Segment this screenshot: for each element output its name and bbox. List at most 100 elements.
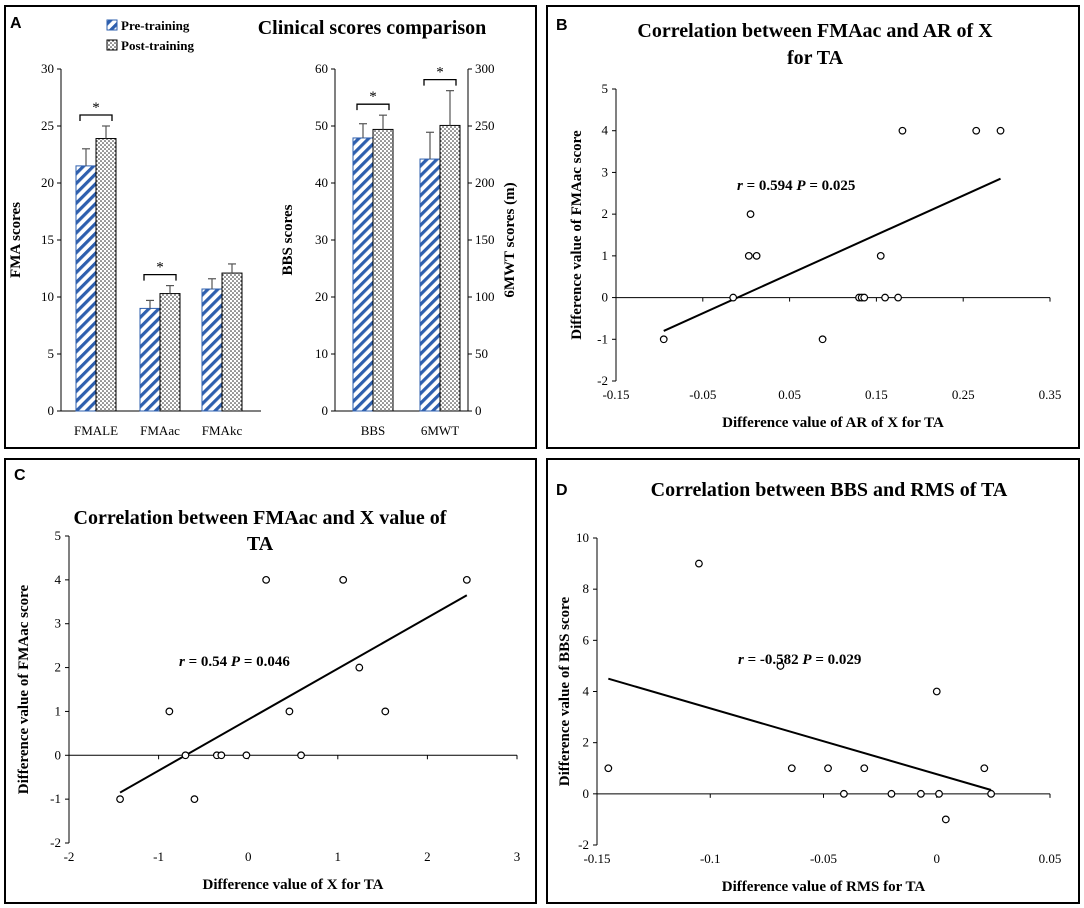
data-point: [818, 335, 827, 344]
significance-bracket: [423, 79, 457, 86]
bar: [95, 138, 117, 412]
panel-a-title: Clinical scores comparison: [258, 17, 487, 39]
x-tick-label: -0.05: [810, 851, 837, 866]
data-point: [860, 764, 869, 773]
y-tick-label: 15: [41, 232, 54, 247]
y-tick-label: 5: [55, 528, 62, 543]
significance-bracket: [143, 273, 177, 281]
y-tick-label: 0: [55, 747, 62, 762]
data-point: [181, 751, 190, 760]
significance-star: *: [369, 89, 377, 105]
x-tick-label: -2: [64, 849, 75, 864]
correlation-stat: r = 0.54 P = 0.046: [179, 654, 290, 670]
data-point: [860, 293, 869, 302]
x-tick-label: 0: [245, 849, 252, 864]
data-point: [355, 663, 364, 672]
bar: [419, 158, 441, 412]
x-axis-title: Difference value of AR of X for TA: [722, 415, 944, 431]
x-tick-label: 0: [934, 851, 941, 866]
panel-c: C Correlation between FMAac and X value o…: [14, 467, 520, 893]
x-tick-label: -0.05: [689, 387, 716, 402]
data-point: [604, 764, 613, 773]
y-axis-title: Difference value of BBS score: [557, 596, 573, 786]
data-point: [972, 126, 981, 135]
y-tick-label: 60: [315, 61, 328, 76]
regression-line: [663, 177, 1001, 332]
x-axis-title: Difference value of X for TA: [203, 877, 384, 893]
y-axis-title: Difference value of FMAac score: [16, 584, 32, 794]
legend-post-swatch: [106, 39, 118, 51]
x-tick-label: 0.05: [1039, 851, 1062, 866]
panel-title: Correlation between FMAac and AR of X: [637, 20, 993, 42]
y2-tick-label: 150: [475, 232, 495, 247]
y2-tick-label: 250: [475, 118, 495, 133]
y-tick-label: 6: [583, 632, 590, 647]
y-tick-label: -2: [597, 373, 608, 388]
significance-star: *: [436, 65, 444, 81]
y-tick-label: 2: [583, 735, 590, 750]
y-tick-label: 0: [583, 786, 590, 801]
y-tick-label: 10: [41, 289, 54, 304]
bar: [221, 272, 243, 412]
x-tick-label: BBS: [361, 423, 386, 438]
data-point: [659, 335, 668, 344]
data-point: [695, 559, 703, 568]
data-point: [776, 662, 785, 670]
data-point: [285, 707, 294, 716]
bar: [159, 293, 181, 412]
y-tick-label: 10: [576, 530, 589, 545]
y-tick-label: 30: [315, 232, 328, 247]
data-point: [824, 764, 832, 773]
x-axis-title: Difference value of RMS for TA: [722, 879, 926, 895]
y-tick-label: 2: [55, 660, 62, 675]
panel-d-frame: [546, 458, 1080, 904]
data-point: [165, 707, 174, 716]
x-tick-label: 2: [424, 849, 431, 864]
y-tick-label: 10: [315, 346, 328, 361]
data-point: [190, 795, 199, 804]
panel-b: B Correlation between FMAac and AR of X fo…: [556, 17, 1061, 431]
data-point: [894, 293, 902, 302]
data-point: [996, 126, 1005, 135]
significance-star: *: [92, 100, 100, 116]
x-tick-label: 1: [335, 849, 342, 864]
data-point: [262, 575, 271, 584]
data-point: [746, 210, 755, 219]
y-tick-label: 40: [315, 175, 328, 190]
y-tick-label: 50: [315, 118, 328, 133]
y2-tick-label: 300: [475, 61, 495, 76]
y2-axis-title: 6MWT scores (m): [502, 182, 518, 297]
panel-letter: D: [556, 482, 568, 499]
data-point: [297, 751, 305, 760]
x-tick-label: FMALE: [74, 423, 118, 438]
regression-line: [608, 677, 992, 791]
bar: [352, 137, 374, 412]
x-tick-label: 6MWT: [421, 423, 459, 438]
y-tick-label: 3: [55, 616, 62, 631]
data-point: [787, 764, 796, 773]
regression-line: [119, 594, 468, 794]
data-point: [932, 687, 941, 696]
legend-post-label: Post-training: [121, 38, 194, 53]
data-point: [116, 795, 124, 804]
y-tick-label: -1: [597, 331, 608, 346]
data-point: [381, 707, 390, 716]
panel-c-frame: [4, 458, 537, 904]
y-tick-label: 0: [602, 290, 609, 305]
data-point: [980, 764, 989, 773]
x-tick-label: -1: [153, 849, 164, 864]
y-tick-label: 4: [55, 572, 62, 587]
x-tick-label: FMAkc: [202, 423, 243, 438]
y-tick-label: 8: [583, 581, 590, 596]
legend-pre-label: Pre-training: [121, 18, 190, 33]
y-axis-title: FMA scores: [8, 202, 24, 278]
legend-pre-swatch: [106, 19, 118, 31]
data-point: [876, 251, 885, 260]
y-tick-label: 2: [602, 206, 609, 221]
panel-b-frame: [546, 5, 1080, 449]
y-tick-label: 5: [602, 81, 609, 96]
y-tick-label: -2: [50, 835, 61, 850]
y-tick-label: 4: [583, 684, 590, 699]
y-tick-label: 5: [48, 346, 55, 361]
